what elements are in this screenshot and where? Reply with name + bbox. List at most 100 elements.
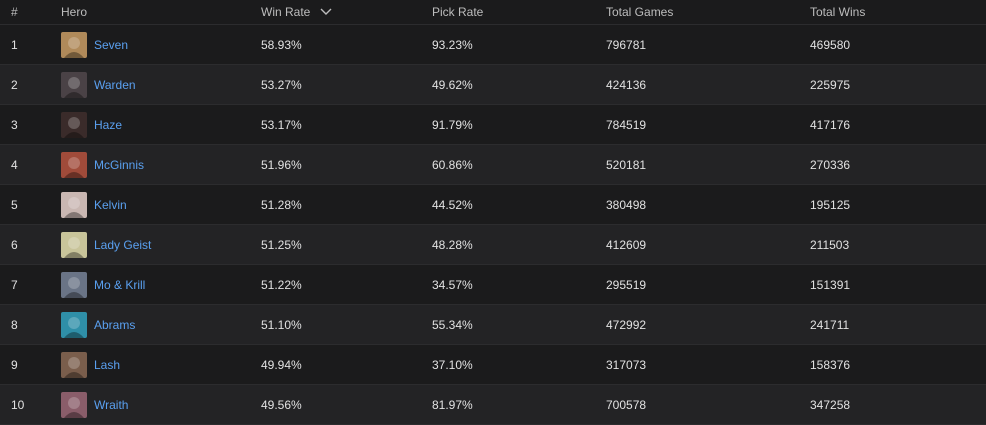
column-header-total-games[interactable]: Total Games [606, 5, 674, 19]
table-row: 5 Kelvin 51.28% 44.52% 380498 195125 [0, 185, 986, 225]
total-games-cell: 295519 [606, 277, 647, 292]
total-games-cell: 317073 [606, 357, 647, 372]
total-wins-cell: 241711 [810, 317, 850, 332]
rank-cell: 1 [11, 37, 18, 52]
hero-portrait-icon[interactable] [61, 71, 87, 98]
hero-portrait-icon[interactable] [61, 191, 87, 218]
column-header-rank[interactable]: # [11, 5, 18, 19]
table-header: # Hero Win Rate Pick Rate Total Games To… [0, 0, 986, 25]
win-rate-cell: 49.94% [261, 357, 302, 372]
total-wins-cell: 151391 [810, 277, 851, 292]
hero-name-link[interactable]: Lady Geist [94, 237, 152, 252]
win-rate-cell: 58.93% [261, 37, 302, 52]
pick-rate-cell: 91.79% [432, 117, 473, 132]
total-games-cell: 472992 [606, 317, 647, 332]
win-rate-cell: 51.96% [261, 157, 302, 172]
hero-portrait-icon[interactable] [61, 111, 87, 138]
table-row: 7 Mo & Krill 51.22% 34.57% 295519 151391 [0, 265, 986, 305]
total-wins-cell: 469580 [810, 37, 851, 52]
table-row: 6 Lady Geist 51.25% 48.28% 412609 211503 [0, 225, 986, 265]
hero-portrait-icon[interactable] [61, 31, 87, 58]
rank-cell: 2 [11, 77, 18, 92]
total-wins-cell: 347258 [810, 397, 851, 412]
hero-portrait-icon[interactable] [61, 271, 87, 298]
pick-rate-cell: 44.52% [432, 197, 473, 212]
hero-name-link[interactable]: Abrams [94, 317, 136, 332]
rank-cell: 8 [11, 317, 18, 332]
hero-portrait-icon[interactable] [61, 231, 87, 258]
hero-portrait-icon[interactable] [61, 311, 87, 338]
hero-name-link[interactable]: Seven [94, 37, 129, 52]
pick-rate-cell: 60.86% [432, 157, 473, 172]
hero-cell: Lady Geist [61, 225, 151, 264]
hero-portrait-icon[interactable] [61, 391, 87, 418]
hero-cell: McGinnis [61, 145, 144, 184]
table-body: 1 Seven 58.93% 93.23% 796781 469580 2 Warden 53.… [0, 25, 986, 425]
rank-cell: 7 [11, 277, 18, 292]
column-header-win-rate[interactable]: Win Rate [261, 0, 332, 24]
rank-cell: 3 [11, 117, 18, 132]
hero-name-link[interactable]: Haze [94, 117, 123, 132]
total-wins-cell: 225975 [810, 77, 851, 92]
hero-portrait-icon[interactable] [61, 151, 87, 178]
win-rate-cell: 53.27% [261, 77, 302, 92]
total-wins-cell: 417176 [810, 117, 851, 132]
pick-rate-cell: 55.34% [432, 317, 473, 332]
total-games-cell: 700578 [606, 397, 647, 412]
total-games-cell: 520181 [606, 157, 647, 172]
hero-name-link[interactable]: Mo & Krill [94, 277, 146, 292]
hero-cell: Haze [61, 105, 122, 144]
hero-name-link[interactable]: Warden [94, 77, 136, 92]
column-header-pick-rate[interactable]: Pick Rate [432, 5, 484, 19]
rank-cell: 10 [11, 397, 25, 412]
hero-cell: Mo & Krill [61, 265, 145, 304]
win-rate-cell: 51.25% [261, 237, 302, 252]
win-rate-cell: 49.56% [261, 397, 302, 412]
pick-rate-cell: 48.28% [432, 237, 473, 252]
hero-name-link[interactable]: Wraith [94, 397, 129, 412]
hero-portrait-icon[interactable] [61, 351, 87, 378]
table-row: 10 Wraith 49.56% 81.97% 700578 347258 [0, 385, 986, 425]
hero-cell: Abrams [61, 305, 135, 344]
total-games-cell: 796781 [606, 37, 647, 52]
win-rate-cell: 51.28% [261, 197, 302, 212]
table-row: 2 Warden 53.27% 49.62% 424136 225975 [0, 65, 986, 105]
total-games-cell: 784519 [606, 117, 647, 132]
win-rate-cell: 51.10% [261, 317, 302, 332]
win-rate-cell: 51.22% [261, 277, 302, 292]
rank-cell: 6 [11, 237, 18, 252]
table-row: 8 Abrams 51.10% 55.34% 472992 241711 [0, 305, 986, 345]
hero-name-link[interactable]: Lash [94, 357, 121, 372]
hero-cell: Warden [61, 65, 136, 104]
hero-name-link[interactable]: McGinnis [94, 157, 145, 172]
column-header-total-wins[interactable]: Total Wins [810, 5, 866, 19]
pick-rate-cell: 34.57% [432, 277, 473, 292]
total-games-cell: 412609 [606, 237, 647, 252]
hero-cell: Kelvin [61, 185, 127, 224]
chevron-down-icon[interactable] [320, 8, 332, 16]
pick-rate-cell: 49.62% [432, 77, 473, 92]
hero-name-link[interactable]: Kelvin [94, 197, 127, 212]
table-row: 9 Lash 49.94% 37.10% 317073 158376 [0, 345, 986, 385]
hero-cell: Seven [61, 25, 128, 64]
total-games-cell: 380498 [606, 197, 647, 212]
table-row: 3 Haze 53.17% 91.79% 784519 417176 [0, 105, 986, 145]
rank-cell: 4 [11, 157, 18, 172]
pick-rate-cell: 93.23% [432, 37, 473, 52]
table-row: 4 McGinnis 51.96% 60.86% 520181 270336 [0, 145, 986, 185]
hero-cell: Lash [61, 345, 120, 384]
win-rate-cell: 53.17% [261, 117, 302, 132]
total-wins-cell: 270336 [810, 157, 851, 172]
table-row: 1 Seven 58.93% 93.23% 796781 469580 [0, 25, 986, 65]
column-header-win-rate-label: Win Rate [261, 5, 311, 19]
pick-rate-cell: 37.10% [432, 357, 473, 372]
rank-cell: 5 [11, 197, 18, 212]
pick-rate-cell: 81.97% [432, 397, 473, 412]
total-wins-cell: 211503 [810, 237, 850, 252]
total-wins-cell: 195125 [810, 197, 851, 212]
rank-cell: 9 [11, 357, 18, 372]
total-games-cell: 424136 [606, 77, 647, 92]
hero-cell: Wraith [61, 385, 128, 424]
column-header-hero[interactable]: Hero [61, 5, 88, 19]
